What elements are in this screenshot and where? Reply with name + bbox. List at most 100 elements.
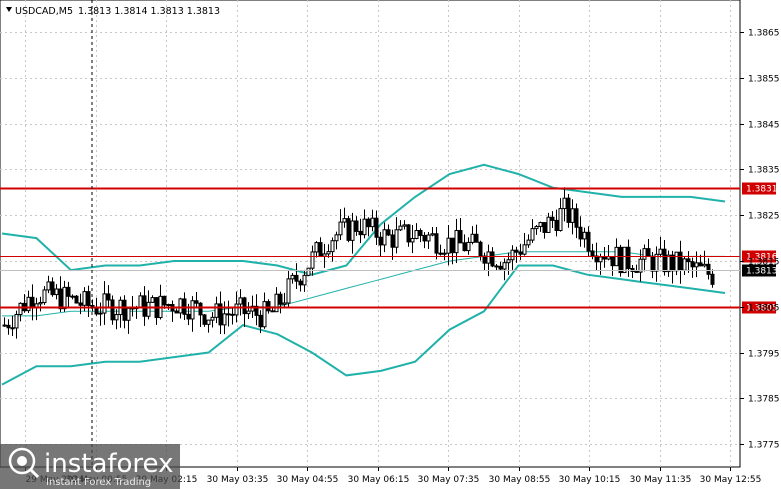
candle-body — [214, 303, 219, 318]
candle-body — [450, 237, 455, 254]
candle-body — [30, 296, 35, 308]
candle-body — [330, 240, 335, 253]
candle-body — [462, 242, 467, 252]
candle-body — [374, 217, 379, 238]
candle-body — [630, 267, 635, 272]
candle-body — [146, 301, 151, 317]
candle-body — [166, 304, 171, 307]
candle-body — [358, 230, 363, 236]
candle-body — [230, 313, 235, 316]
candle-body — [94, 307, 99, 315]
candle-body — [710, 273, 715, 285]
candle-body — [222, 313, 227, 326]
candle-body — [338, 221, 343, 236]
candle-body — [530, 228, 535, 241]
candle-body — [626, 246, 631, 269]
candle-body — [398, 225, 403, 231]
candle-body — [490, 251, 495, 267]
x-tick-label: 30 May 12:55 — [700, 475, 762, 485]
candle-body — [690, 261, 695, 268]
y-tick-label: 1.3785 — [748, 395, 780, 405]
candle-body — [674, 251, 679, 272]
candle-body — [542, 222, 547, 233]
candle-body — [14, 313, 19, 329]
candle-body — [306, 267, 311, 276]
dropdown-triangle-icon[interactable] — [6, 7, 12, 12]
candle-body — [390, 234, 395, 248]
candle-body — [610, 256, 615, 267]
candle-body — [430, 233, 435, 236]
level-tag-label: 1.3805 — [746, 304, 778, 314]
y-tick-label: 1.3805 — [748, 304, 780, 314]
candle-body — [58, 288, 63, 310]
candle-body — [478, 241, 483, 257]
candle-body — [666, 254, 671, 273]
candle-body — [290, 274, 295, 280]
candle-body — [114, 314, 119, 321]
candle-body — [106, 293, 111, 301]
candle-body — [554, 219, 559, 231]
candle-body — [618, 246, 623, 274]
candle-body — [206, 319, 211, 325]
candle-body — [190, 300, 195, 320]
candle-body — [658, 248, 663, 255]
candle-body — [706, 263, 711, 275]
candle-body — [162, 295, 167, 306]
candle-body — [438, 252, 443, 255]
candle-body — [82, 291, 87, 306]
candle-body — [634, 270, 639, 273]
plot-area[interactable] — [0, 0, 741, 468]
candle-body — [574, 208, 579, 228]
candle-body — [458, 230, 463, 244]
candle-body — [586, 231, 591, 252]
candle-body — [698, 262, 703, 267]
level-tag — [742, 182, 776, 195]
candle-body — [226, 313, 231, 316]
candle-body — [602, 256, 607, 260]
candle-body — [590, 250, 595, 257]
candle-body — [298, 280, 303, 286]
candle-body — [46, 281, 51, 291]
candle-body — [434, 233, 439, 254]
y-tick-label: 1.3825 — [748, 212, 780, 222]
candle-body — [310, 251, 315, 269]
x-tick-label: 30 May 08:55 — [489, 475, 551, 485]
level-lines: 1.3831 1.3816 1.3805 1.3813 — [0, 182, 778, 314]
candle-body — [318, 242, 323, 257]
candle-body — [410, 237, 415, 243]
candle-body — [650, 255, 655, 272]
candle-body — [402, 224, 407, 227]
logo-tagline: Instant Forex Trading — [46, 477, 151, 488]
candle-body — [102, 293, 107, 314]
candle-body — [322, 253, 327, 257]
current-price-label: 1.3813 — [746, 267, 778, 277]
price-axis: 1.38651.38551.38451.38351.38251.38151.38… — [740, 29, 780, 451]
candle-body — [74, 295, 79, 304]
logo-brand: instaforex — [44, 449, 173, 479]
candle-body — [98, 312, 103, 315]
candle-body — [418, 230, 423, 236]
candle-body — [622, 246, 627, 274]
candle-body — [238, 297, 243, 305]
x-tick-label: 30 May 04:55 — [277, 475, 339, 485]
candle-body — [6, 324, 11, 329]
candle-body — [466, 241, 471, 252]
candle-body — [494, 265, 499, 268]
candle-body — [366, 218, 371, 228]
candle-body — [186, 313, 191, 320]
candle-body — [582, 231, 587, 240]
candle-body — [510, 249, 515, 261]
candle-body — [326, 251, 331, 255]
candle-body — [694, 262, 699, 268]
candle-body — [234, 303, 239, 316]
level-tag-label: 1.3831 — [746, 185, 778, 195]
candle-body — [702, 263, 707, 267]
candle-body — [258, 314, 263, 328]
candle-body — [62, 286, 67, 310]
candle-body — [126, 307, 131, 321]
bollinger-lower-line — [1, 264, 726, 386]
candle-body — [18, 302, 23, 315]
candle-body — [346, 218, 351, 241]
